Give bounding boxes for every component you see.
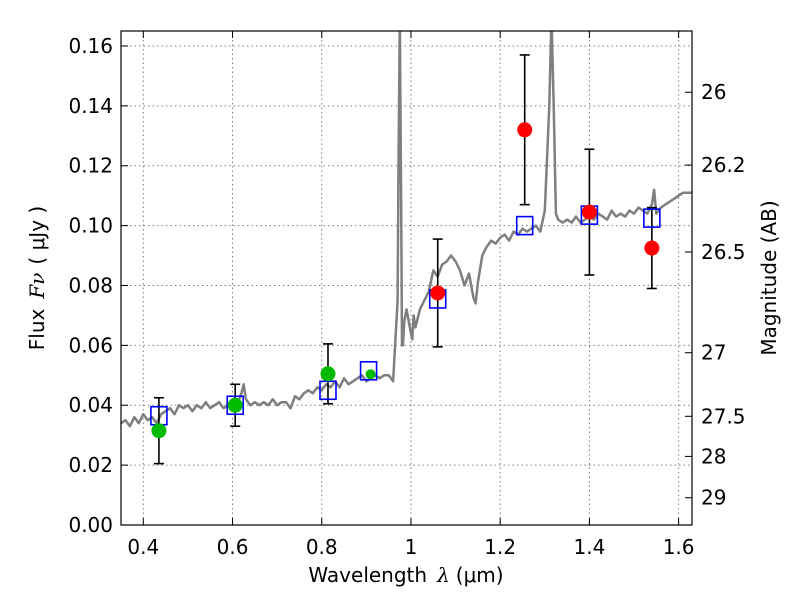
model-square-marker [359, 361, 378, 381]
y-tick-label: 0.12 [68, 154, 113, 178]
y-tick-label: 0.00 [68, 513, 113, 537]
y-axis-label: FluxFν( μJy ) [25, 206, 49, 350]
observed-point [581, 204, 597, 220]
ticks: 0.4 0.6 0.8 1 1.2 1.4 1.6 0.00 0.02 0.04 0.06 0.08 0… [68, 31, 746, 559]
observed-point [365, 369, 376, 380]
y-tick-label: 0.14 [68, 94, 113, 118]
observed-point [227, 397, 243, 413]
model-square-marker [643, 208, 661, 228]
y2-tick-label: 28 [701, 444, 726, 468]
model-square-marker [226, 395, 244, 416]
y-tick-label: 0.02 [68, 453, 113, 477]
x-axis-label: Wavelength λ (μm) [308, 563, 503, 587]
x-tick-label: 1.6 [663, 535, 695, 559]
x-tick-label: 1.4 [573, 535, 605, 559]
x-tick-label: 1.2 [484, 535, 516, 559]
observed-point [517, 122, 533, 138]
model-square-marker [515, 215, 534, 236]
observed-point [430, 285, 446, 301]
y2-tick-label: 26 [701, 80, 726, 104]
y-tick-label: 0.16 [68, 34, 113, 58]
y-tick-label: 0.06 [68, 333, 113, 357]
y-tick-label: 0.08 [68, 273, 113, 297]
x-tick-label: 1 [405, 535, 418, 559]
plot-frame [120, 30, 693, 526]
y2-tick-label: 27.5 [701, 404, 746, 428]
y-tick-label: 0.10 [68, 214, 113, 238]
x-tick-label: 0.8 [306, 535, 338, 559]
y2-tick-label: 27 [701, 341, 726, 365]
observed-point [151, 423, 167, 439]
points-layer [150, 122, 661, 439]
y2-tick-label: 26.5 [701, 240, 746, 264]
observed-point [320, 366, 336, 382]
y2-tick-label: 26.2 [701, 153, 746, 177]
x-tick-label: 0.4 [127, 535, 159, 559]
y2-axis-label: Magnitude (AB) [757, 200, 781, 355]
y-tick-label: 0.04 [68, 393, 113, 417]
observed-point [644, 240, 660, 256]
x-tick-label: 0.6 [217, 535, 249, 559]
y2-tick-label: 29 [701, 486, 726, 510]
